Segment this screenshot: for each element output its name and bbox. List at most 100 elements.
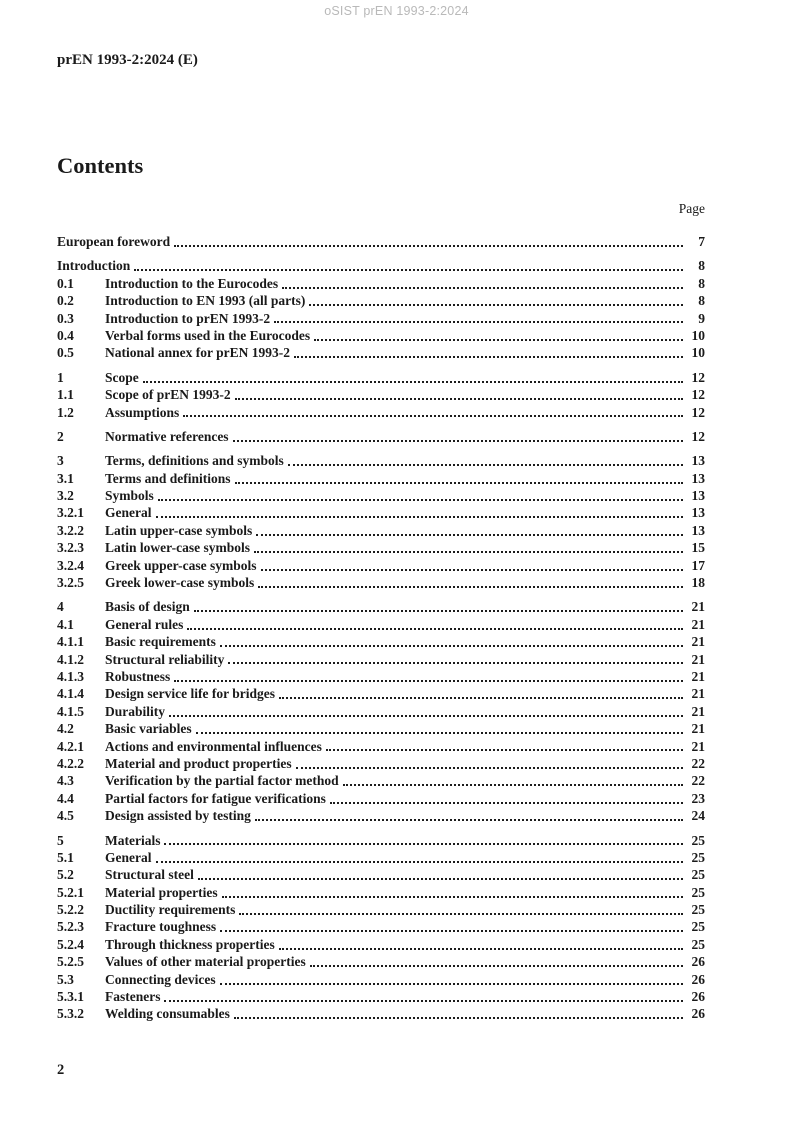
toc-entry: 0.3 Introduction to prEN 1993-2 9: [57, 310, 705, 327]
toc-entry: 3.2.1 General 13: [57, 504, 705, 521]
toc-entry: 4.1.1 Basic requirements 21: [57, 633, 705, 650]
toc-entry-page: 21: [691, 651, 706, 667]
toc-entry: 0.4 Verbal forms used in the Eurocodes 10: [57, 327, 705, 344]
toc-leader-dots: [256, 533, 683, 536]
toc-leader-dots: [221, 895, 683, 898]
toc-entry-title: Ductility requirements: [105, 902, 236, 918]
footer-page-number: 2: [57, 1062, 65, 1078]
toc-entry-page: 25: [691, 936, 706, 952]
toc-leader-dots: [309, 304, 683, 307]
toc-entry-title: Design assisted by testing: [105, 808, 251, 824]
toc-leader-dots: [232, 439, 683, 442]
toc-entry-title: Introduction to prEN 1993-2: [105, 310, 271, 326]
toc-entry-page: 21: [691, 703, 706, 719]
toc-entry-page: 25: [691, 849, 706, 865]
toc-leader-dots: [342, 784, 683, 787]
toc-entry-title: Normative references: [105, 428, 229, 444]
toc-leader-dots: [164, 843, 683, 846]
toc-entry-title: Introduction to EN 1993 (all parts): [105, 293, 306, 309]
toc-leader-dots: [278, 947, 683, 950]
toc-entry-number: 4.1.1: [57, 634, 84, 650]
toc-entry: 5.1 General 25: [57, 849, 705, 866]
toc-entry-number: 4: [57, 599, 64, 615]
toc-entry-title: Through thickness properties: [105, 936, 275, 952]
toc-entry: 4.1 General rules 21: [57, 616, 705, 633]
toc-entry-number: 5.1: [57, 849, 74, 865]
toc-entry-number: 5.3.1: [57, 989, 84, 1005]
toc-entry: 5.3.2 Welding consumables 26: [57, 1005, 705, 1022]
toc-entry: 5.2.5 Values of other material properties…: [57, 953, 705, 970]
toc-leader-dots: [169, 714, 683, 717]
toc-entry-title: Design service life for bridges: [105, 686, 275, 702]
toc-entry-page: 13: [691, 488, 706, 504]
toc-entry-number: 4.5: [57, 808, 74, 824]
toc-leader-dots: [260, 568, 683, 571]
toc-entry-number: 4.1.3: [57, 668, 84, 684]
toc-entry-page: 8: [698, 258, 705, 274]
toc-entry-number: 4.1: [57, 616, 74, 632]
toc-entry-title: Basic variables: [105, 721, 192, 737]
toc-leader-dots: [234, 398, 683, 401]
toc-entry-number: 4.1.5: [57, 703, 84, 719]
toc-entry-title: Assumptions: [105, 404, 180, 420]
toc-entry-number: 0.3: [57, 310, 74, 326]
toc-entry-number: 4.2.2: [57, 755, 84, 771]
toc-entry-page: 26: [691, 971, 706, 987]
toc-entry-page: 7: [698, 234, 705, 249]
toc-entry-page: 10: [691, 327, 706, 343]
toc-entry-page: 25: [691, 867, 706, 883]
toc-entry-title: Material properties: [105, 884, 218, 900]
toc-entry: 5 Materials 25: [57, 832, 705, 849]
toc-entry-page: 9: [698, 310, 705, 326]
toc-entry-page: 22: [691, 755, 706, 771]
toc-entry-number: 4.3: [57, 773, 74, 789]
toc-entry-page: 26: [691, 954, 706, 970]
toc-entry-title: General rules: [105, 616, 184, 632]
toc-entry-title: Verbal forms used in the Eurocodes: [105, 327, 311, 343]
toc-leader-dots: [134, 269, 683, 272]
toc-leader-dots: [219, 982, 683, 985]
toc-entry: European foreword 7: [57, 233, 705, 250]
toc-entry-page: 25: [691, 832, 706, 848]
toc-leader-dots: [278, 697, 683, 700]
toc-entry-title: Welding consumables: [105, 1006, 230, 1022]
toc-entry: 5.3.1 Fasteners 26: [57, 988, 705, 1005]
toc-entry-page: 18: [691, 575, 706, 591]
toc-entry: 5.2.3 Fracture toughness 25: [57, 918, 705, 935]
toc-entry: 4 Basis of design 21: [57, 598, 705, 615]
toc-entry-number: 3.2: [57, 488, 74, 504]
toc-entry-title: Structural reliability: [105, 651, 225, 667]
toc-entry: 0.5 National annex for prEN 1993-2 10: [57, 344, 705, 361]
toc-entry-title: Terms and definitions: [105, 470, 231, 486]
toc-entry-page: 12: [691, 369, 706, 385]
toc-leader-dots: [254, 551, 683, 554]
toc-entry-title: Values of other material properties: [105, 954, 306, 970]
contents-title: Contents: [57, 153, 144, 178]
toc-group: 3 Terms, definitions and symbols 13 3.1 Term…: [57, 452, 705, 591]
toc-entry: 1.1 Scope of prEN 1993-2 12: [57, 386, 705, 403]
toc-leader-dots: [282, 286, 683, 289]
toc-leader-dots: [155, 516, 683, 519]
toc-leader-dots: [314, 338, 683, 341]
toc-leader-dots: [183, 415, 683, 418]
toc-entry: 0.1 Introduction to the Eurocodes 8: [57, 275, 705, 292]
toc-entry-number: 5.3.2: [57, 1006, 84, 1022]
toc-entry-number: 1.2: [57, 404, 74, 420]
toc-leader-dots: [174, 679, 683, 682]
toc-entry-page: 24: [691, 808, 706, 824]
toc-entry: 3.2.3 Latin lower-case symbols 15: [57, 539, 705, 556]
toc-entry: 5.3 Connecting devices 26: [57, 971, 705, 988]
toc-leader-dots: [325, 749, 683, 752]
toc-leader-dots: [274, 321, 683, 324]
toc-entry-page: 15: [691, 540, 706, 556]
toc-entry-title: Scope of prEN 1993-2: [105, 387, 231, 403]
toc-entry-number: 1.1: [57, 387, 74, 403]
toc-entry: 3.1 Terms and definitions 13: [57, 470, 705, 487]
toc-entry: 5.2 Structural steel 25: [57, 866, 705, 883]
toc-leader-dots: [195, 732, 683, 735]
toc-entry-title: Greek upper-case symbols: [105, 557, 257, 573]
toc-entry: 5.2.1 Material properties 25: [57, 884, 705, 901]
toc-leader-dots: [295, 766, 683, 769]
toc-entry-title: Durability: [105, 703, 166, 719]
toc-entry-page: 25: [691, 884, 706, 900]
